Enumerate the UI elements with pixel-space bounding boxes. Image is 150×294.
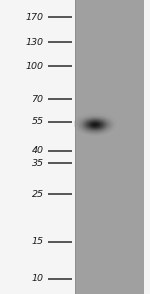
Text: 40: 40 [32,146,44,156]
Text: 55: 55 [32,117,44,126]
Text: 170: 170 [26,13,44,22]
Text: 130: 130 [26,38,44,46]
Text: 35: 35 [32,159,44,168]
Text: 15: 15 [32,237,44,246]
Bar [75,0,150,294]
Bar [144,0,150,294]
Text: 100: 100 [26,62,44,71]
Text: 10: 10 [32,275,44,283]
Text: 25: 25 [32,190,44,199]
Bar [0,0,75,294]
Text: 70: 70 [32,95,44,104]
